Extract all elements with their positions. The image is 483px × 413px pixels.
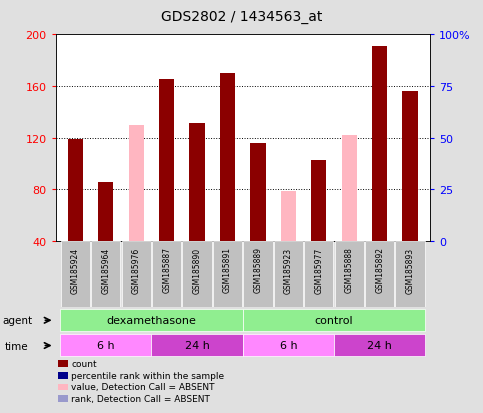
Bar bbox=[243, 242, 272, 308]
Bar bbox=[61, 242, 90, 308]
Bar bbox=[213, 242, 242, 308]
Bar bbox=[335, 242, 364, 308]
Bar bbox=[396, 242, 425, 308]
Bar bbox=[151, 334, 242, 356]
Text: 24 h: 24 h bbox=[185, 340, 210, 350]
Text: GSM185887: GSM185887 bbox=[162, 247, 171, 293]
Text: count: count bbox=[71, 359, 97, 368]
Bar bbox=[122, 242, 151, 308]
Bar bbox=[183, 242, 212, 308]
Text: GSM185892: GSM185892 bbox=[375, 247, 384, 293]
Bar bbox=[98, 182, 114, 242]
Text: 24 h: 24 h bbox=[367, 340, 392, 350]
Text: GSM185923: GSM185923 bbox=[284, 247, 293, 293]
Text: agent: agent bbox=[2, 316, 32, 325]
Bar bbox=[402, 92, 418, 242]
Text: GSM185890: GSM185890 bbox=[193, 247, 201, 293]
Text: GSM185891: GSM185891 bbox=[223, 247, 232, 293]
Bar bbox=[341, 136, 357, 242]
Bar bbox=[372, 47, 387, 242]
Bar bbox=[68, 140, 83, 242]
Bar bbox=[274, 242, 303, 308]
Text: GSM185893: GSM185893 bbox=[406, 247, 414, 293]
Text: GSM185889: GSM185889 bbox=[254, 247, 262, 293]
Text: dexamethasone: dexamethasone bbox=[106, 315, 197, 325]
Bar bbox=[128, 126, 144, 242]
Text: GSM185976: GSM185976 bbox=[132, 247, 141, 293]
Bar bbox=[60, 309, 242, 331]
Bar bbox=[189, 124, 205, 242]
Bar bbox=[304, 242, 333, 308]
Text: GDS2802 / 1434563_at: GDS2802 / 1434563_at bbox=[161, 10, 322, 24]
Text: rank, Detection Call = ABSENT: rank, Detection Call = ABSENT bbox=[71, 394, 211, 403]
Text: GSM185924: GSM185924 bbox=[71, 247, 80, 293]
Bar bbox=[365, 242, 394, 308]
Text: 6 h: 6 h bbox=[280, 340, 297, 350]
Bar bbox=[281, 191, 296, 242]
Text: GSM185888: GSM185888 bbox=[345, 247, 354, 293]
Bar bbox=[60, 334, 151, 356]
Text: 6 h: 6 h bbox=[97, 340, 114, 350]
Bar bbox=[220, 74, 235, 242]
Bar bbox=[91, 242, 120, 308]
Bar bbox=[242, 334, 334, 356]
Bar bbox=[152, 242, 181, 308]
Bar bbox=[159, 80, 174, 242]
Text: percentile rank within the sample: percentile rank within the sample bbox=[71, 371, 225, 380]
Text: GSM185977: GSM185977 bbox=[314, 247, 323, 293]
Text: GSM185964: GSM185964 bbox=[101, 247, 110, 293]
Text: value, Detection Call = ABSENT: value, Detection Call = ABSENT bbox=[71, 382, 215, 392]
Text: control: control bbox=[315, 315, 354, 325]
Bar bbox=[311, 160, 327, 242]
Text: time: time bbox=[5, 341, 28, 351]
Bar bbox=[334, 334, 426, 356]
Bar bbox=[250, 143, 266, 242]
Bar bbox=[242, 309, 426, 331]
